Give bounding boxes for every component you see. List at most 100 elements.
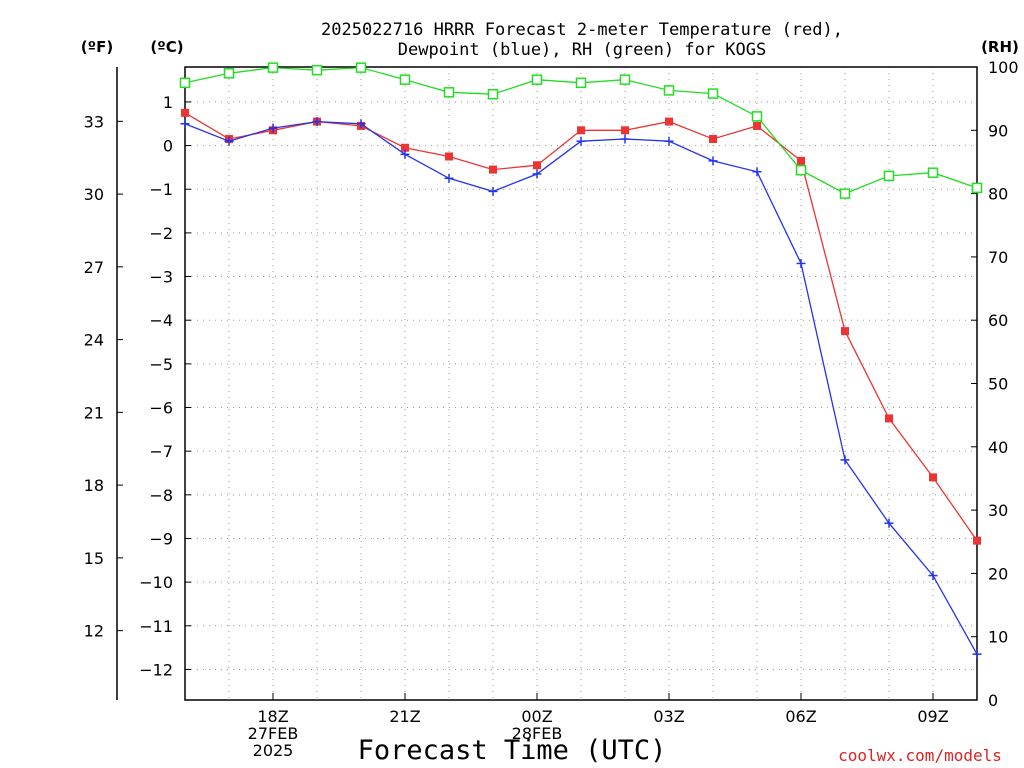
rh-tick-label: 0 — [988, 691, 998, 710]
temperature-point — [533, 161, 541, 170]
temperature-point — [841, 327, 849, 336]
dewpoint-point — [532, 169, 542, 179]
fahrenheit-tick-label: 24 — [84, 331, 104, 350]
celsius-tick-label: −12 — [139, 660, 173, 679]
celsius-tick-label: −2 — [149, 224, 173, 243]
rh-point — [795, 164, 807, 176]
rh-point — [619, 74, 631, 85]
rh-point — [971, 182, 983, 194]
rh-point — [927, 167, 939, 178]
fahrenheit-unit-label: (ºF) — [81, 38, 113, 56]
rh-point — [223, 68, 235, 79]
rh-point — [355, 62, 367, 73]
dewpoint-point — [268, 123, 278, 133]
dewpoint-point — [708, 156, 718, 166]
x-axis-title: Forecast Time (UTC) — [358, 735, 667, 766]
x-tick-label: 18Z — [257, 707, 288, 726]
temperature-point — [445, 152, 453, 161]
rh-tick-label: 80 — [988, 185, 1008, 204]
temperature-point — [973, 536, 981, 545]
x-tick-label: 06Z — [785, 707, 816, 726]
x-tick-label: 2025 — [253, 741, 294, 760]
x-tick-label: 21Z — [389, 707, 420, 726]
rh-tick-label: 60 — [988, 311, 1008, 330]
x-tick-label: 03Z — [653, 707, 684, 726]
temperature-point — [401, 143, 409, 152]
tick-labels: 10−1−2−3−4−5−6−7−8−9−10−11−1233302724211… — [84, 58, 1019, 760]
dewpoint-series-line — [184, 120, 978, 655]
temperature-point — [797, 156, 805, 165]
rh-point — [883, 170, 895, 182]
rh-tick-label: 20 — [988, 564, 1008, 583]
dewpoint-point — [224, 136, 234, 146]
celsius-tick-label: −3 — [149, 268, 173, 287]
x-tick-label: 00Z — [521, 707, 552, 726]
rh-point — [839, 188, 851, 199]
rh-point — [267, 62, 279, 73]
dewpoint-point — [488, 186, 498, 196]
dewpoint-point — [312, 117, 322, 127]
rh-tick-label: 50 — [988, 375, 1008, 394]
dewpoint-point — [400, 149, 410, 159]
temperature-point — [621, 126, 629, 135]
dewpoint-point — [180, 119, 190, 129]
rh-point — [311, 64, 323, 76]
dewpoint-point — [576, 136, 586, 146]
temperature-series-line — [184, 112, 978, 542]
fahrenheit-tick-label: 18 — [84, 476, 104, 495]
data-series — [179, 62, 983, 659]
celsius-tick-label: −1 — [149, 180, 173, 199]
celsius-tick-label: −10 — [139, 573, 173, 592]
dewpoint-point — [972, 649, 982, 659]
rh-point — [179, 77, 191, 89]
dewpoint-point — [444, 173, 454, 183]
rh-point — [751, 111, 763, 122]
rh-unit-label: (RH) — [981, 38, 1019, 56]
rh-tick-label: 90 — [988, 121, 1008, 140]
chart-title-line-1: 2025022716 HRRR Forecast 2-meter Tempera… — [321, 20, 843, 40]
x-tick-label: 28FEB — [512, 724, 563, 743]
rh-point — [663, 85, 675, 96]
rh-tick-label: 30 — [988, 501, 1008, 520]
dewpoint-point — [356, 119, 366, 129]
dewpoint-point — [928, 571, 938, 581]
dewpoint-point — [884, 518, 894, 528]
rh-point — [399, 74, 411, 85]
temperature-point — [929, 473, 937, 482]
rh-point — [443, 87, 455, 98]
x-tick-label: 09Z — [917, 707, 948, 726]
celsius-tick-label: −11 — [139, 617, 173, 636]
plot-frame — [184, 66, 978, 701]
celsius-tick-label: −9 — [149, 529, 173, 548]
temperature-point — [577, 126, 585, 135]
celsius-tick-label: −8 — [149, 486, 173, 505]
temperature-point — [665, 117, 673, 126]
dewpoint-point — [752, 167, 762, 177]
rh-point — [575, 77, 587, 89]
dewpoint-point — [664, 136, 674, 146]
x-tick-label: 27FEB — [248, 724, 299, 743]
rh-tick-label: 10 — [988, 628, 1008, 647]
fahrenheit-tick-label: 27 — [84, 258, 104, 277]
grid-lines — [185, 67, 977, 700]
temperature-point — [753, 121, 761, 130]
chart-title-line-2: Dewpoint (blue), RH (green) for KOGS — [398, 40, 766, 60]
rh-tick-label: 100 — [988, 58, 1019, 77]
rh-point — [707, 88, 719, 99]
fahrenheit-tick-label: 12 — [84, 622, 104, 641]
temperature-point — [709, 135, 717, 144]
celsius-unit-label: (ºC) — [150, 38, 183, 56]
dewpoint-point — [620, 134, 630, 144]
celsius-tick-label: 0 — [163, 137, 173, 156]
temperature-point — [489, 165, 497, 174]
dewpoint-point — [840, 455, 850, 465]
rh-point — [531, 74, 543, 85]
chart-axes — [116, 66, 978, 701]
celsius-tick-label: 1 — [163, 93, 173, 112]
rh-tick-label: 70 — [988, 248, 1008, 267]
celsius-tick-label: −6 — [149, 399, 173, 418]
temperature-point — [181, 108, 189, 117]
rh-point — [487, 88, 499, 100]
celsius-tick-label: −7 — [149, 442, 173, 461]
